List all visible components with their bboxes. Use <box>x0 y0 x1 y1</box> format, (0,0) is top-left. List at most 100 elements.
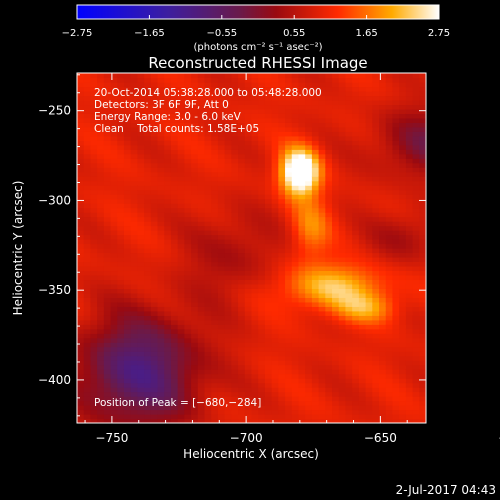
heatmap-cell <box>352 158 360 164</box>
heatmap-cell <box>285 283 293 289</box>
heatmap-cell <box>170 373 179 379</box>
heatmap-cell <box>271 351 279 357</box>
heatmap-cell <box>385 315 394 321</box>
heatmap-cell <box>291 149 300 155</box>
heatmap-cell <box>191 162 199 168</box>
heatmap-cell <box>144 351 152 357</box>
heatmap-cell <box>305 176 313 182</box>
heatmap-cell <box>285 185 293 191</box>
heatmap-cell <box>77 104 85 110</box>
heatmap-cell <box>137 198 145 204</box>
heatmap-cell <box>231 369 239 375</box>
heatmap-cell <box>224 378 232 384</box>
heatmap-cell <box>144 270 152 276</box>
heatmap-cell <box>157 167 165 173</box>
heatmap-cell <box>217 135 226 141</box>
heatmap-cell <box>258 90 266 97</box>
heatmap-cell <box>238 234 246 240</box>
heatmap-cell <box>379 180 387 186</box>
heatmap-cell <box>318 212 326 218</box>
heatmap-cell <box>217 405 226 411</box>
heatmap-cell <box>217 225 226 231</box>
heatmap-cell <box>258 189 266 195</box>
heatmap-cell <box>123 207 132 213</box>
heatmap-cell <box>238 301 246 307</box>
heatmap-cell <box>332 283 340 289</box>
heatmap-cell <box>385 203 394 209</box>
heatmap-cell <box>184 310 192 316</box>
heatmap-cell <box>365 328 373 334</box>
heatmap-cell <box>251 306 259 312</box>
heatmap-cell <box>164 387 172 393</box>
heatmap-cell <box>123 167 132 173</box>
heatmap-cell <box>352 265 360 272</box>
heatmap-cell <box>305 292 313 298</box>
heatmap-cell <box>264 126 273 132</box>
heatmap-cell <box>298 144 306 150</box>
heatmap-cell <box>117 153 125 159</box>
heatmap-cell <box>150 351 159 357</box>
heatmap-cell <box>238 342 246 348</box>
heatmap-cell <box>97 126 105 132</box>
heatmap-cell <box>338 225 347 231</box>
heatmap-cell <box>298 207 306 213</box>
heatmap-cell <box>244 373 253 379</box>
heatmap-cell <box>298 274 306 281</box>
heatmap-cell <box>224 252 232 258</box>
heatmap-cell <box>197 261 206 267</box>
heatmap-cell <box>358 239 367 245</box>
heatmap-cell <box>217 378 226 384</box>
heatmap-cell <box>325 283 333 289</box>
heatmap-cell <box>298 306 306 312</box>
heatmap-cell <box>191 135 199 141</box>
heatmap-cell <box>157 396 165 402</box>
heatmap-cell <box>117 194 125 200</box>
colorbar-tick-label: −0.55 <box>206 28 237 39</box>
heatmap-cell <box>197 95 206 101</box>
heatmap-cell <box>311 346 320 352</box>
heatmap-cell <box>264 99 273 106</box>
heatmap-cell <box>137 90 145 97</box>
heatmap-cell <box>372 315 380 321</box>
heatmap-cell <box>285 162 293 168</box>
heatmap-cell <box>177 418 185 423</box>
heatmap-cell <box>204 364 212 370</box>
heatmap-cell <box>97 81 105 88</box>
heatmap-cell <box>332 180 340 186</box>
heatmap-cell <box>244 140 253 146</box>
heatmap-cell <box>130 113 138 119</box>
heatmap-cell <box>338 324 347 330</box>
heatmap-cell <box>379 189 387 195</box>
heatmap-cell <box>90 360 98 366</box>
heatmap-cell <box>278 194 286 200</box>
heatmap-cell <box>123 373 132 379</box>
heatmap-cell <box>170 149 179 155</box>
heatmap-cell <box>170 274 179 281</box>
heatmap-cell <box>244 180 253 186</box>
heatmap-cell <box>298 333 306 339</box>
heatmap-cell <box>184 90 192 97</box>
heatmap-cell <box>311 405 320 411</box>
heatmap-cell <box>110 171 118 177</box>
heatmap-cell <box>77 73 85 79</box>
heatmap-cell <box>150 283 159 289</box>
heatmap-cell <box>224 243 232 249</box>
heatmap-cell <box>77 351 85 357</box>
footer-date: 2-Jul-2017 04:43 <box>396 483 496 497</box>
heatmap-cell <box>392 221 400 227</box>
heatmap-cell <box>278 346 286 352</box>
heatmap-cell <box>184 171 192 177</box>
heatmap-cell <box>412 167 420 173</box>
heatmap-cell <box>325 319 333 325</box>
heatmap-cell <box>358 355 367 361</box>
heatmap-cell <box>405 382 414 388</box>
heatmap-cell <box>130 126 138 132</box>
heatmap-cell <box>157 221 165 227</box>
heatmap-cell <box>197 391 206 397</box>
heatmap-cell <box>150 252 159 258</box>
heatmap-cell <box>365 315 373 321</box>
heatmap-cell <box>197 378 206 384</box>
heatmap-cell <box>130 337 138 343</box>
heatmap-cell <box>318 414 326 420</box>
